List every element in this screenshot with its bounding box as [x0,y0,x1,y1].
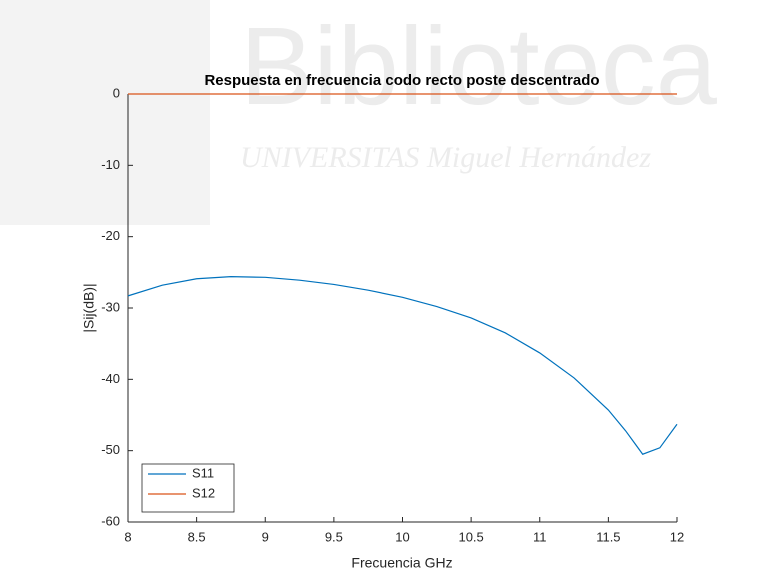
watermark-logo [0,0,210,225]
y-tick-label: -60 [101,513,120,528]
x-tick-label: 11.5 [596,529,620,544]
y-tick-label: -10 [101,157,120,172]
x-tick-label: 8.5 [188,529,206,544]
y-tick-label: -20 [101,228,120,243]
x-tick-label: 10.5 [458,529,483,544]
x-tick-label: 9.5 [325,529,343,544]
x-tick-label: 8 [124,529,131,544]
x-tick-label: 11 [533,529,547,544]
y-tick-label: -50 [101,442,120,457]
legend-label: S12 [192,485,215,500]
x-tick-label: 10 [395,529,409,544]
x-axis-label: Frecuencia GHz [351,555,452,571]
series-line [127,276,678,455]
x-tick-label: 9 [262,529,269,544]
y-axis-label: |Sij(dB)| [81,283,97,332]
y-tick-label: -30 [101,299,120,314]
y-tick-label: 0 [113,85,120,100]
chart-title: Respuesta en frecuencia codo recto poste… [204,72,599,89]
x-tick-label: 12 [670,529,684,544]
watermark-title: Biblioteca [240,5,718,128]
y-tick-label: -40 [101,371,120,386]
watermark-subtitle: UNIVERSITAS Miguel Hernández [240,141,651,174]
watermark: Biblioteca UNIVERSITAS Miguel Hernández [0,0,718,225]
legend-box [141,463,235,513]
legend-label: S11 [192,465,214,480]
